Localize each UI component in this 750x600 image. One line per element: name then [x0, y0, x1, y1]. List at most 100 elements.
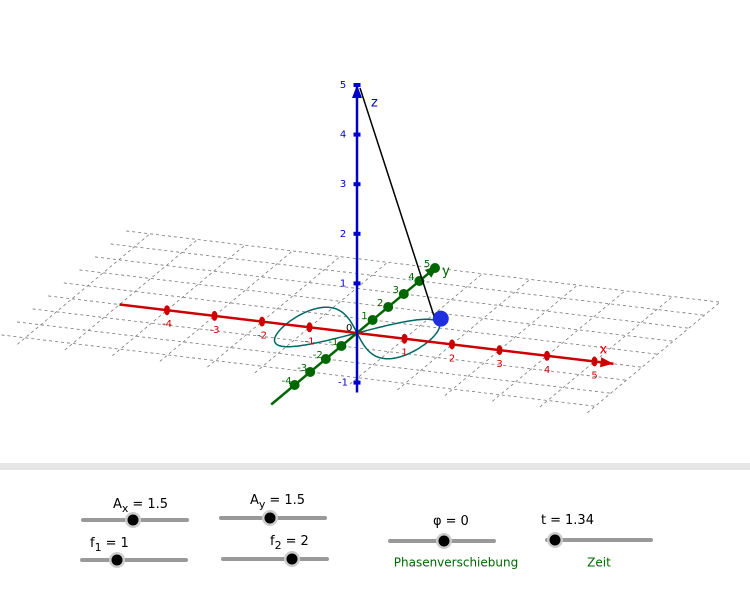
slider-label: Ax = 1.5	[113, 497, 168, 516]
slider-label: f2 = 2	[270, 534, 309, 553]
slider-knob-core[interactable]	[549, 534, 561, 546]
tick-mark	[353, 231, 361, 236]
tick-mark	[449, 339, 455, 350]
grid-line	[32, 308, 627, 381]
tick-label: 3	[393, 285, 399, 296]
slider-eq: =	[446, 514, 457, 529]
tick-mark	[367, 315, 378, 325]
slider-caption: Zeit	[587, 556, 611, 570]
slider-name: A	[250, 493, 259, 508]
slider-name: A	[113, 497, 122, 512]
slider-knob-core[interactable]	[111, 554, 123, 566]
slider-subscript: 2	[275, 539, 282, 552]
tick-mark	[211, 310, 218, 321]
slider-caption: Phasenverschiebung	[394, 556, 518, 570]
grid-line	[539, 296, 673, 408]
grid-line	[126, 230, 721, 303]
slider-value: 1	[120, 536, 128, 551]
slider-eq: =	[550, 513, 561, 528]
tick-label: -2	[313, 350, 323, 361]
tick-label: 4	[408, 272, 414, 283]
tick-label: 1	[340, 278, 346, 289]
slider-label: f1 = 1	[90, 536, 129, 555]
tick-label: -1	[338, 378, 348, 389]
slider-value: 1.34	[565, 513, 594, 528]
slider-value: 1.5	[147, 497, 168, 512]
tick-mark	[401, 333, 408, 344]
slider-name: φ	[433, 514, 442, 529]
tick-label: -1	[305, 336, 315, 347]
pendulum-string	[359, 87, 438, 325]
grid-line	[444, 284, 578, 396]
slider-label: Ay = 1.5	[250, 493, 305, 512]
tick-mark	[591, 356, 598, 367]
slider-knob-core[interactable]	[438, 535, 450, 547]
tick-label: 3	[496, 359, 502, 370]
tick-label: 5	[424, 259, 430, 270]
slider-eq: =	[106, 536, 117, 551]
slider-knob-core[interactable]	[127, 514, 139, 526]
tick-label: 1	[401, 348, 407, 359]
pendulum-point[interactable]	[432, 310, 449, 327]
separator	[0, 463, 750, 470]
tick-mark	[289, 380, 300, 390]
slider-value: 1.5	[284, 493, 305, 508]
tick-mark	[544, 350, 550, 361]
tick-mark	[353, 132, 361, 137]
tick-label: -3	[210, 325, 220, 336]
slider-knob-core[interactable]	[286, 553, 298, 565]
grid-line	[17, 233, 151, 345]
tick-mark	[383, 302, 394, 312]
tick-mark	[305, 367, 316, 377]
tick-label: 5	[340, 80, 346, 91]
slider-eq: =	[132, 497, 143, 512]
y-axis-label: y	[442, 264, 450, 279]
tick-label: -2	[257, 331, 267, 342]
y-axis	[270, 264, 439, 406]
tick-mark	[306, 322, 313, 333]
grid-line	[79, 269, 674, 342]
tick-label: 1	[361, 311, 367, 322]
tick-label: -3	[297, 363, 307, 374]
grid-line	[110, 243, 705, 316]
tick-label: 2	[449, 353, 455, 364]
grid-line	[207, 256, 341, 368]
tick-label: 3	[340, 179, 346, 190]
grid-line	[397, 279, 531, 391]
grid-line	[95, 256, 689, 329]
slider-value: 0	[460, 514, 468, 529]
tick-label: 4	[340, 130, 346, 141]
tick-label: -4	[282, 376, 292, 387]
grid-line	[63, 282, 658, 355]
slider-subscript: x	[122, 502, 129, 515]
tick-label: 4	[544, 365, 550, 376]
tick-mark	[320, 354, 331, 364]
grid-line	[254, 261, 388, 374]
x-axis	[119, 303, 614, 366]
slider-knob-core[interactable]	[264, 512, 276, 524]
tick-mark	[164, 305, 170, 316]
grid-line	[349, 273, 483, 385]
tick-mark	[259, 316, 265, 327]
slider-eq: =	[286, 534, 297, 549]
grid-line	[159, 250, 293, 362]
tick-label: -1	[328, 337, 338, 348]
x-axis-label: x	[600, 342, 608, 357]
tick-mark	[353, 380, 361, 385]
slider-label: φ = 0	[433, 514, 469, 529]
slider-name: t	[541, 513, 546, 528]
tick-mark	[496, 345, 503, 356]
slider-name: f	[90, 536, 95, 551]
tick-mark	[398, 289, 409, 299]
slider-subscript: 1	[95, 541, 102, 554]
slider-subscript: y	[259, 498, 266, 511]
x-arrow	[599, 357, 614, 368]
z-arrow	[352, 85, 362, 98]
tick-mark	[353, 281, 361, 286]
z-axis-label: z	[371, 96, 378, 111]
slider-name: f	[270, 534, 275, 549]
slider-eq: =	[269, 493, 280, 508]
slider-value: 2	[300, 534, 308, 549]
